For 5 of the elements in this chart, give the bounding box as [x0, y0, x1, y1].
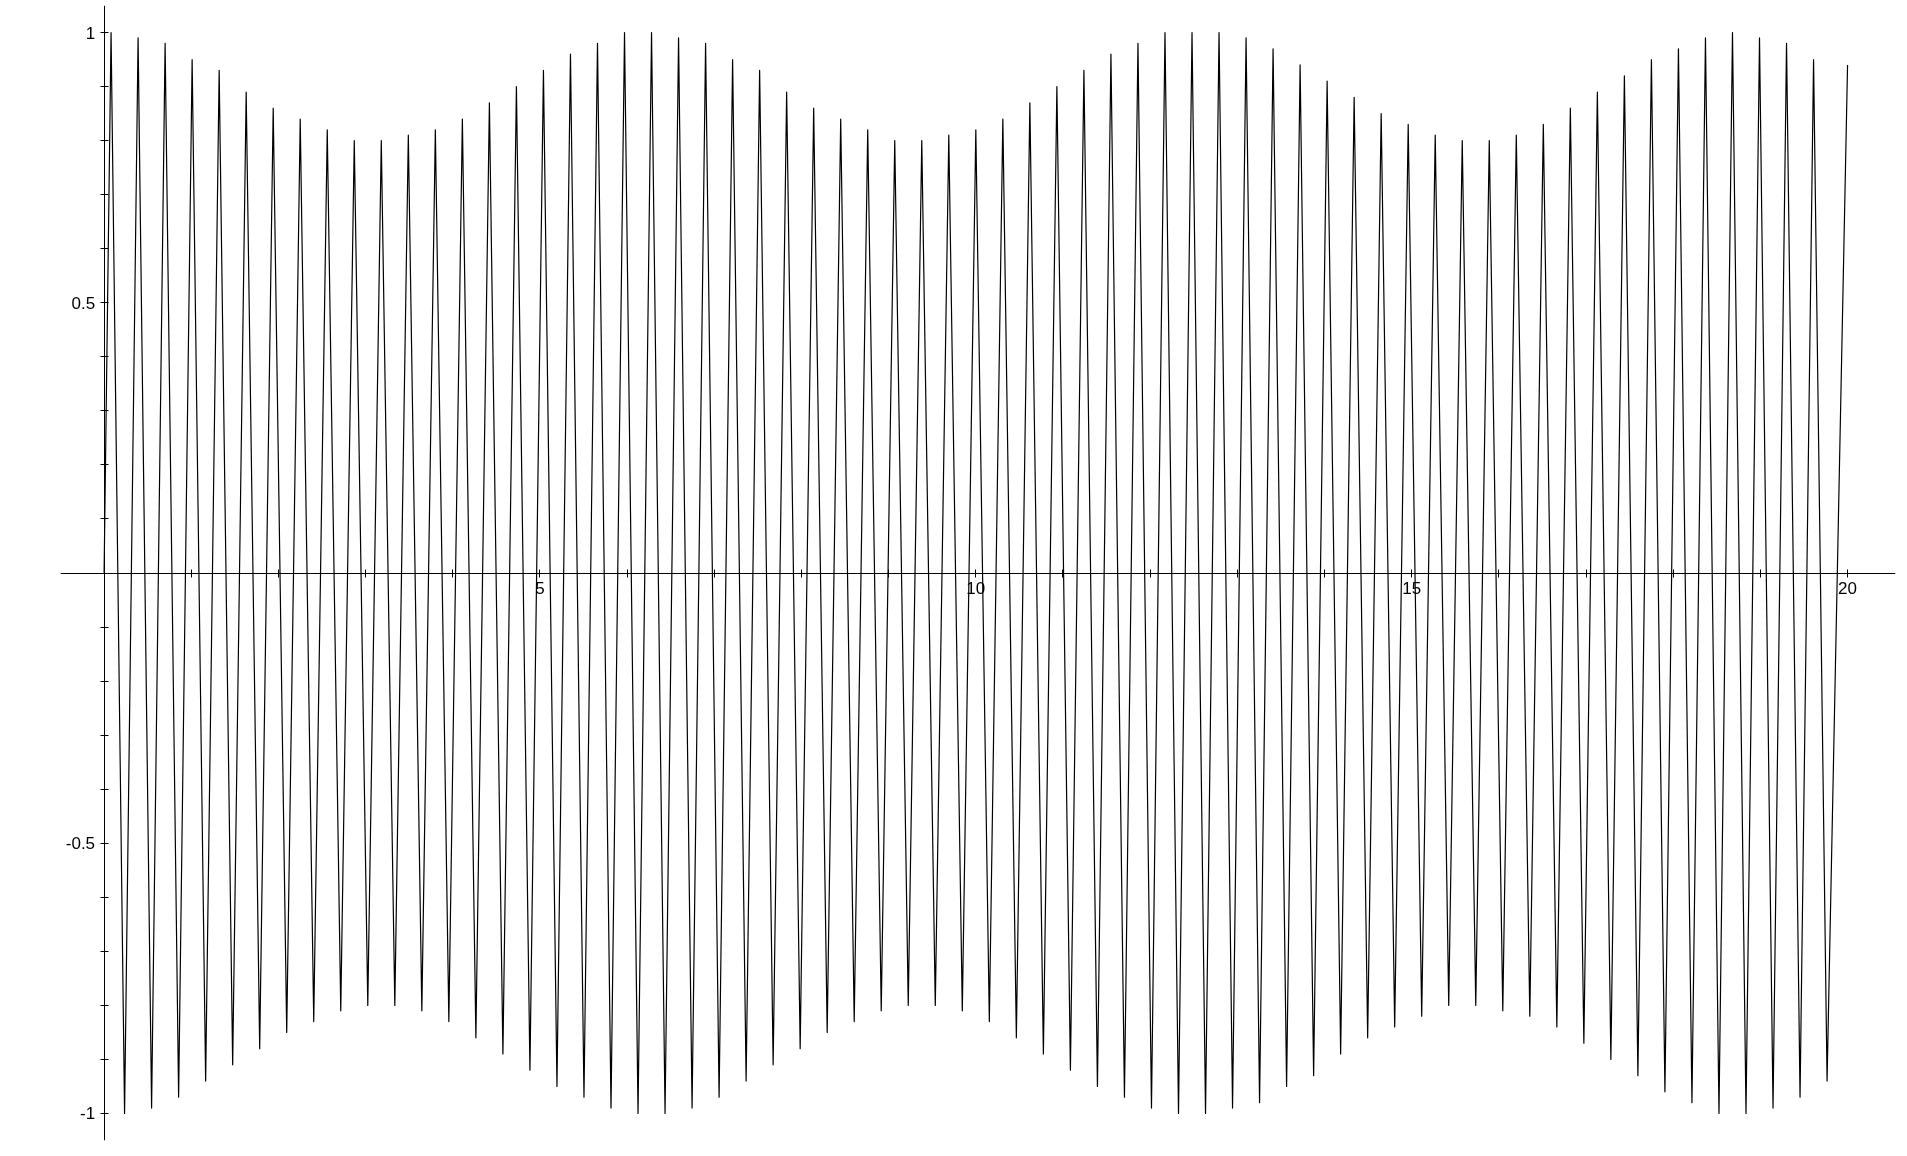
y-tick-label: 0.5 — [71, 293, 96, 313]
x-tick-label: 20 — [1838, 579, 1858, 598]
y-tick-label: -0.5 — [65, 834, 96, 854]
y-tick-label: 1 — [85, 23, 96, 43]
y-tick-label: -1 — [79, 1104, 96, 1124]
